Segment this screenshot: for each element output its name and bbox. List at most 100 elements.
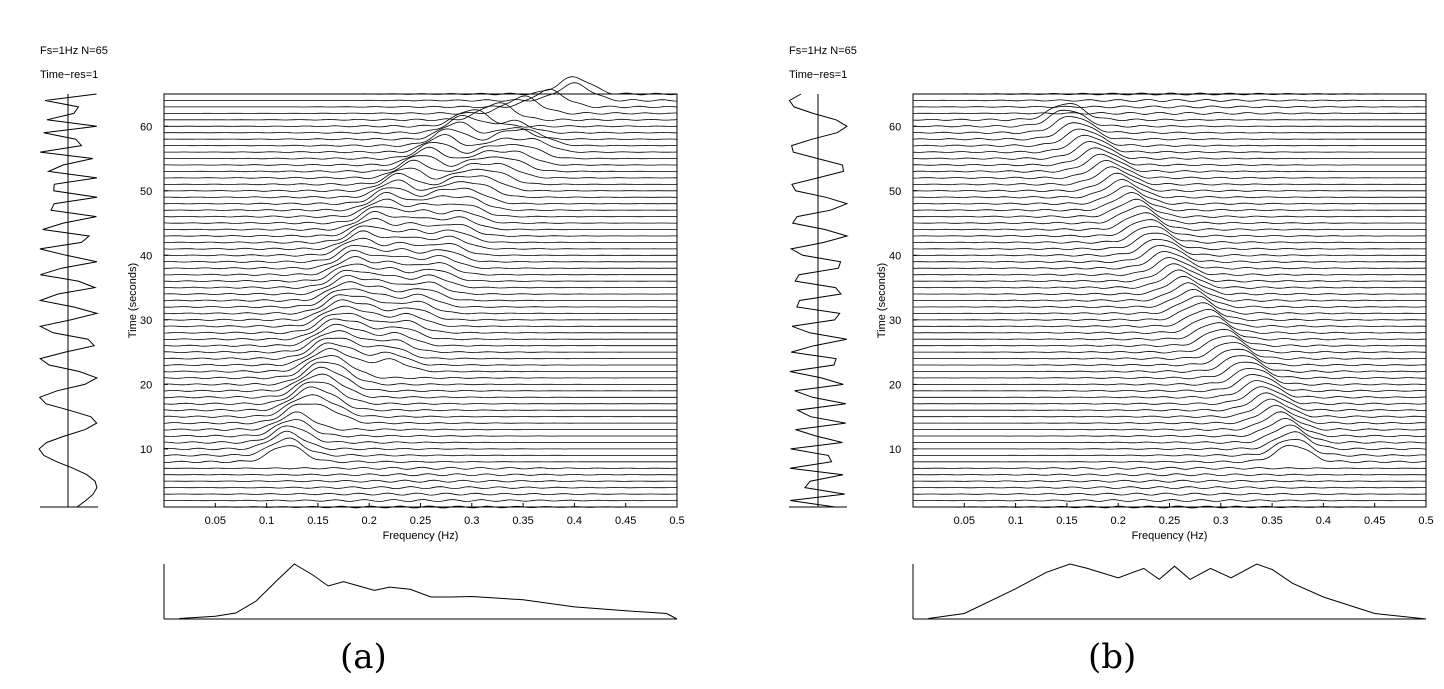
- panel-b-trace-43: [913, 219, 1426, 238]
- panel-b-trace-1: [913, 505, 1427, 509]
- panel-b-trace-36: [912, 263, 1426, 283]
- panel-b-trace-21: [913, 361, 1427, 380]
- panel-a-xtick-label: 0.45: [615, 515, 636, 527]
- panel-a-trace-38: [163, 249, 677, 270]
- panel-a-trace-36: [163, 263, 678, 283]
- panel-a-ytick-label: 30: [140, 315, 152, 327]
- panel-a-xtick-label: 0.25: [410, 515, 431, 527]
- panel-a-trace-3: [163, 492, 678, 496]
- panel-a-trace-40: [163, 237, 677, 257]
- panel-a-trace-9: [163, 437, 677, 457]
- panel-b-ytick-label: 40: [889, 250, 901, 262]
- panel-b-trace-50: [913, 172, 1426, 193]
- panel-a-trace-13: [164, 411, 677, 431]
- panel-a-trace-45: [163, 206, 677, 225]
- panel-b-trace-58: [912, 122, 1426, 141]
- panel-b-trace-24: [913, 342, 1427, 360]
- panel-a-trace-37: [164, 256, 677, 276]
- panel-a-trace-32: [163, 288, 678, 309]
- panel-b-trace-46: [912, 198, 1426, 218]
- panel-a-x-axis-label: Frequency (Hz): [383, 530, 459, 542]
- panel-b-trace-15: [913, 398, 1427, 418]
- panel-b-trace-47: [913, 192, 1426, 212]
- panel-b-trace-13: [913, 411, 1427, 431]
- panel-a-trace-8: [163, 445, 677, 464]
- panel-a-trace-12: [163, 419, 677, 438]
- panel-b-ytick-label: 30: [889, 315, 901, 327]
- panel-b-trace-45: [913, 205, 1426, 225]
- panel-a-trace-22: [163, 348, 677, 373]
- panel-a-trace-44: [164, 210, 677, 231]
- panel-b-trace-53: [912, 153, 1426, 173]
- panel-b-ytick-label: 20: [889, 379, 901, 391]
- panel-a-trace-34: [163, 274, 677, 296]
- panel-a-trace-10: [163, 430, 677, 451]
- panel-b-trace-14: [913, 404, 1427, 425]
- panel-a-trace-23: [163, 342, 677, 367]
- panel-a-trace-16: [163, 386, 677, 412]
- panel-a-xtick-label: 0.4: [567, 515, 582, 527]
- panel-b-xtick-label: 0.5: [1418, 515, 1433, 527]
- panel-b-trace-2: [912, 499, 1426, 502]
- panel-b-trace-64: [913, 99, 1426, 102]
- panel-a-sampling-info: Fs=1Hz N=65: [40, 45, 108, 57]
- panel-a-trace-7: [164, 466, 677, 470]
- panel-a-trace-5: [163, 479, 677, 483]
- panel-b-trace-19: [913, 374, 1427, 393]
- panel-b-xtick-label: 0.25: [1159, 515, 1180, 527]
- panel-a-signal-trace: [38, 93, 99, 508]
- panel-b-xtick-label: 0.45: [1364, 515, 1385, 527]
- panel-b-sampling-info: Fs=1Hz N=65: [789, 45, 857, 57]
- panel-b-trace-10: [913, 431, 1427, 451]
- panel-a-trace-35: [164, 269, 677, 289]
- panel-a-trace-52: [164, 159, 677, 180]
- panel-a-trace-62: [164, 95, 677, 115]
- panel-b-trace-65: [913, 92, 1427, 96]
- panel-a-trace-28: [163, 312, 677, 335]
- panel-a-xtick-label: 0.5: [669, 515, 684, 527]
- panel-b-ytick-label: 50: [889, 186, 901, 198]
- panel-b-trace-38: [913, 250, 1426, 270]
- panel-b-trace-44: [912, 212, 1426, 231]
- panel-a-trace-55: [164, 141, 677, 160]
- panel-a-trace-19: [163, 366, 677, 393]
- panel-b-trace-27: [913, 322, 1427, 341]
- panel-a-caption: (a): [340, 637, 387, 677]
- panel-b-x-axis-label: Frequency (Hz): [1132, 530, 1208, 542]
- panel-a-trace-64: [164, 82, 678, 102]
- panel-a-trace-27: [163, 318, 677, 341]
- panel-a-trace-26: [163, 323, 677, 347]
- panel-a-trace-56: [164, 134, 678, 154]
- panel-b-trace-54: [912, 147, 1426, 167]
- panel-a-trace-29: [163, 305, 677, 328]
- panel-a-trace-65: [164, 76, 678, 96]
- panel-a-trace-61: [164, 102, 678, 122]
- panel-b-trace-30: [913, 302, 1427, 322]
- panel-b-trace-56: [912, 134, 1426, 154]
- panel-a-trace-46: [163, 198, 677, 218]
- panel-b-ytick-label: 10: [889, 444, 901, 456]
- panel-a-spectrum-curve: [179, 563, 678, 620]
- panel-b-caption: (b): [1088, 637, 1137, 677]
- panel-b-trace-49: [913, 179, 1426, 199]
- panel-a-ytick-label: 40: [140, 250, 152, 262]
- panel-a-ytick-label: 50: [140, 186, 152, 198]
- panel-a-xtick-label: 0.2: [362, 515, 377, 527]
- panel-a-xtick-label: 0.15: [307, 515, 328, 527]
- panel-b-trace-31: [913, 295, 1426, 315]
- panel-b-trace-6: [913, 473, 1426, 477]
- panel-b-trace-11: [913, 424, 1426, 444]
- panel-a-trace-41: [163, 230, 677, 251]
- panel-b-trace-3: [912, 492, 1427, 496]
- panel-b-xtick-label: 0.35: [1261, 515, 1282, 527]
- panel-a-trace-50: [163, 172, 677, 193]
- panel-a-ytick-label: 20: [140, 379, 152, 391]
- panel-a-trace-17: [163, 381, 678, 405]
- panel-a-xtick-label: 0.3: [464, 515, 479, 527]
- panel-a-trace-39: [163, 244, 677, 264]
- panel-a-time-resolution-info: Time−res=1: [40, 69, 99, 81]
- panel-b-trace-48: [912, 185, 1426, 205]
- panel-b-trace-18: [913, 380, 1427, 399]
- panel-b-trace-8: [913, 444, 1427, 464]
